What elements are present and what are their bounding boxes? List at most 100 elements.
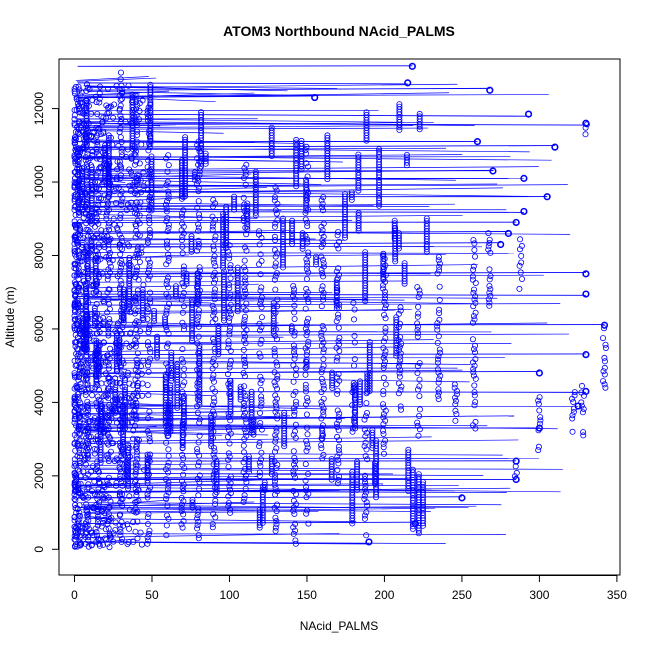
data-point (144, 239, 151, 246)
data-point (226, 453, 233, 460)
x-tick-label: 250 (452, 588, 472, 602)
data-point (79, 168, 86, 175)
data-point (240, 346, 247, 353)
data-point (134, 449, 141, 456)
data-point (84, 454, 91, 461)
data-point (137, 328, 144, 335)
data-point (395, 232, 402, 239)
data-point (435, 253, 442, 260)
data-point (144, 180, 151, 187)
data-point (179, 309, 186, 316)
data-point (181, 379, 188, 386)
data-point (240, 498, 247, 505)
data-point (517, 236, 524, 243)
data-point (75, 377, 82, 384)
data-point (292, 421, 299, 428)
data-point (512, 218, 520, 227)
data-point (334, 433, 341, 440)
data-point (227, 490, 234, 497)
data-point (366, 341, 373, 348)
connecting-line (82, 457, 540, 459)
data-point (97, 400, 104, 407)
data-point (137, 363, 144, 370)
data-point (211, 398, 218, 405)
profile-segment (403, 151, 410, 169)
data-point (195, 178, 202, 185)
data-point (241, 356, 248, 363)
profile-segment (112, 384, 119, 416)
data-point (84, 484, 91, 491)
data-point (71, 179, 78, 186)
data-point (78, 493, 85, 500)
data-point (110, 114, 117, 121)
data-point (117, 466, 124, 473)
data-point (243, 247, 250, 254)
data-point (290, 342, 297, 349)
data-point (291, 329, 298, 336)
data-point (227, 275, 234, 282)
data-point (146, 259, 153, 266)
data-point (396, 373, 403, 380)
data-point (414, 333, 421, 340)
data-point (119, 238, 126, 245)
data-point (470, 266, 477, 273)
data-point (119, 152, 126, 159)
data-point (83, 220, 90, 227)
data-point (241, 287, 248, 294)
data-point (75, 126, 82, 133)
profile-segment (198, 109, 205, 170)
data-point (94, 509, 101, 516)
data-point (194, 409, 201, 416)
data-point (298, 137, 305, 144)
data-point (178, 508, 185, 515)
profile-segment (148, 153, 155, 214)
data-point (518, 259, 525, 266)
data-point (241, 317, 248, 324)
data-point (517, 269, 524, 276)
data-point (241, 244, 248, 251)
data-point (364, 456, 371, 463)
data-point (194, 475, 201, 482)
data-point (382, 437, 389, 444)
profile-segment (376, 146, 383, 209)
data-point (132, 307, 139, 314)
data-point (291, 454, 298, 461)
profile-column (582, 121, 590, 138)
data-point (90, 289, 97, 296)
data-point (198, 111, 205, 118)
data-point (241, 333, 248, 340)
data-point (195, 532, 202, 539)
data-point (75, 169, 82, 176)
data-point (76, 539, 83, 546)
data-point (240, 389, 247, 396)
data-point (132, 469, 139, 476)
data-point (335, 324, 342, 331)
chart-title: ATOM3 Northbound NAcid_PALMS (223, 23, 455, 39)
data-point (83, 144, 90, 151)
data-point (75, 350, 82, 357)
data-point (318, 286, 325, 293)
data-point (95, 476, 102, 483)
data-point (212, 497, 219, 504)
data-point (134, 462, 141, 469)
data-point (242, 429, 249, 436)
data-point (97, 397, 104, 404)
data-point (486, 302, 493, 309)
data-point (72, 308, 79, 315)
data-point (93, 330, 100, 337)
connecting-line (77, 407, 228, 410)
data-point (485, 230, 492, 237)
data-point (380, 391, 387, 398)
data-point (240, 406, 247, 413)
data-point (241, 495, 248, 502)
data-point (79, 403, 86, 410)
data-point (146, 408, 153, 415)
profile-segment (144, 451, 151, 486)
data-point (71, 152, 78, 159)
profile-segment (416, 110, 423, 133)
data-point (348, 189, 355, 196)
data-point (209, 418, 216, 425)
data-point (414, 313, 421, 320)
data-point (271, 478, 278, 485)
data-point (241, 165, 248, 172)
